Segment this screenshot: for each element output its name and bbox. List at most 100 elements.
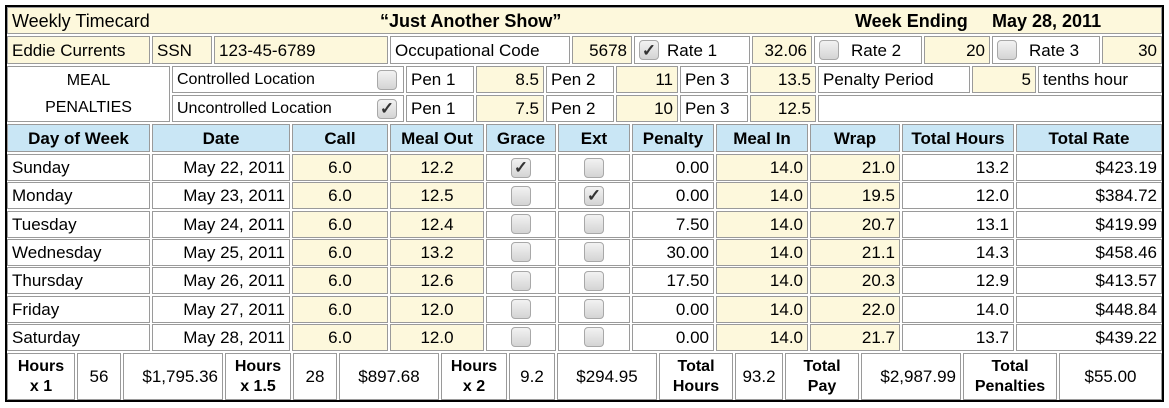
hours-x2-pay: $294.95 xyxy=(557,353,657,400)
call-field[interactable]: 6.0 xyxy=(292,267,388,295)
call-field[interactable]: 6.0 xyxy=(292,182,388,210)
uncontrolled-pen1-field[interactable]: 7.5 xyxy=(476,95,544,122)
total-rate-cell: $384.72 xyxy=(1016,182,1162,210)
uncontrolled-pen3-label: Pen 3 xyxy=(680,95,748,122)
meal-in-field[interactable]: 14.0 xyxy=(716,238,808,266)
uncontrolled-pen2-label: Pen 2 xyxy=(546,95,614,122)
week-ending-date: May 28, 2011 xyxy=(992,11,1102,31)
checkmark-icon: ✓ xyxy=(586,186,602,206)
wrap-field[interactable]: 22.0 xyxy=(810,295,900,323)
controlled-pen1-label: Pen 1 xyxy=(406,66,474,93)
ext-checkbox[interactable]: ✓ xyxy=(584,185,604,206)
total-rate-cell: $448.84 xyxy=(1016,295,1162,323)
meal-in-field[interactable]: 14.0 xyxy=(716,323,808,351)
meal-in-field[interactable]: 14.0 xyxy=(716,295,808,323)
controlled-location-checkbox[interactable] xyxy=(377,69,397,90)
controlled-pen3-field[interactable]: 13.5 xyxy=(750,66,816,93)
hours-x15-label: Hours x 1.5 xyxy=(225,353,291,400)
ext-checkbox[interactable] xyxy=(584,214,604,235)
ext-checkbox-cell xyxy=(558,154,630,181)
date-cell: May 28, 2011 xyxy=(152,323,290,351)
grace-checkbox[interactable] xyxy=(511,327,531,348)
total-rate-cell: $423.19 xyxy=(1016,154,1162,181)
grace-checkbox-cell xyxy=(486,295,556,323)
occupational-code-field[interactable]: 5678 xyxy=(572,36,632,64)
meal-in-field[interactable]: 14.0 xyxy=(716,267,808,295)
rate3-label: Rate 3 xyxy=(1029,40,1080,60)
controlled-pen2-field[interactable]: 11 xyxy=(616,66,678,93)
employee-name[interactable]: Eddie Currents xyxy=(7,36,150,64)
hours-x1-pay: $1,795.36 xyxy=(123,353,223,400)
total-hours-cell: 14.0 xyxy=(902,295,1014,323)
meal-out-field[interactable]: 12.0 xyxy=(390,323,484,351)
grace-checkbox[interactable] xyxy=(511,270,531,291)
wrap-field[interactable]: 20.7 xyxy=(810,210,900,238)
rate1-group: ✓ Rate 1 xyxy=(634,36,750,64)
wrap-field[interactable]: 21.0 xyxy=(810,154,900,181)
meal-out-field[interactable]: 12.0 xyxy=(390,295,484,323)
show-title: “Just Another Show” xyxy=(380,11,562,31)
call-field[interactable]: 6.0 xyxy=(292,295,388,323)
meal-out-field[interactable]: 12.4 xyxy=(390,210,484,238)
wrap-field[interactable]: 21.1 xyxy=(810,238,900,266)
meal-out-field[interactable]: 12.6 xyxy=(390,267,484,295)
controlled-pen3-label: Pen 3 xyxy=(680,66,748,93)
meal-in-field[interactable]: 14.0 xyxy=(716,154,808,181)
total-hours-label-line1: Total xyxy=(677,358,715,376)
grace-checkbox-cell xyxy=(486,267,556,295)
date-cell: May 27, 2011 xyxy=(152,295,290,323)
call-field[interactable]: 6.0 xyxy=(292,210,388,238)
ext-checkbox-cell xyxy=(558,323,630,351)
penalty-cell: 0.00 xyxy=(632,323,714,351)
rate1-field[interactable]: 32.06 xyxy=(752,36,812,64)
total-rate-cell: $439.22 xyxy=(1016,323,1162,351)
ssn-field[interactable]: 123-45-6789 xyxy=(214,36,388,64)
wrap-field[interactable]: 19.5 xyxy=(810,182,900,210)
meal-out-field[interactable]: 12.5 xyxy=(390,182,484,210)
call-field[interactable]: 6.0 xyxy=(292,323,388,351)
total-hours-cell: 12.9 xyxy=(902,267,1014,295)
hours-x1-label: Hours x 1 xyxy=(7,353,75,400)
col-ext: Ext xyxy=(558,124,630,152)
uncontrolled-pen3-field[interactable]: 12.5 xyxy=(750,95,816,122)
meal-label: MEAL xyxy=(66,71,111,89)
col-date: Date xyxy=(152,124,290,152)
uncontrolled-pen2-field[interactable]: 10 xyxy=(616,95,678,122)
grace-checkbox[interactable] xyxy=(511,242,531,263)
occupational-code-label: Occupational Code xyxy=(390,36,570,64)
grace-checkbox[interactable] xyxy=(511,214,531,235)
ext-checkbox[interactable] xyxy=(584,299,604,319)
ext-checkbox[interactable] xyxy=(584,327,604,348)
day-cell: Tuesday xyxy=(7,210,150,238)
wrap-field[interactable]: 21.7 xyxy=(810,323,900,351)
ext-checkbox-cell xyxy=(558,210,630,238)
meal-in-field[interactable]: 14.0 xyxy=(716,182,808,210)
grace-checkbox[interactable] xyxy=(511,299,531,319)
rate2-field[interactable]: 20 xyxy=(924,36,990,64)
hours-x2-label: Hours x 2 xyxy=(441,353,507,400)
penalties-label: PENALTIES xyxy=(45,98,132,116)
wrap-field[interactable]: 20.3 xyxy=(810,267,900,295)
rate3-group: Rate 3 xyxy=(992,36,1100,64)
ext-checkbox[interactable] xyxy=(584,270,604,291)
meal-in-field[interactable]: 14.0 xyxy=(716,210,808,238)
day-cell: Monday xyxy=(7,182,150,210)
ext-checkbox[interactable] xyxy=(584,242,604,263)
rate2-checkbox[interactable] xyxy=(819,40,839,60)
grace-checkbox[interactable] xyxy=(511,185,531,206)
grace-checkbox[interactable]: ✓ xyxy=(511,157,531,178)
call-field[interactable]: 6.0 xyxy=(292,154,388,181)
penalty-period-field[interactable]: 5 xyxy=(972,66,1036,93)
rate3-field[interactable]: 30 xyxy=(1102,36,1162,64)
call-field[interactable]: 6.0 xyxy=(292,238,388,266)
meal-out-field[interactable]: 12.2 xyxy=(390,154,484,181)
meal-out-field[interactable]: 13.2 xyxy=(390,238,484,266)
date-cell: May 24, 2011 xyxy=(152,210,290,238)
uncontrolled-location-checkbox[interactable]: ✓ xyxy=(377,98,397,119)
total-penalties-label: Total Penalties xyxy=(963,353,1057,400)
controlled-pen1-field[interactable]: 8.5 xyxy=(476,66,544,93)
day-cell: Sunday xyxy=(7,154,150,181)
rate1-checkbox[interactable]: ✓ xyxy=(639,40,659,60)
ext-checkbox[interactable] xyxy=(584,157,604,178)
rate3-checkbox[interactable] xyxy=(997,40,1017,60)
